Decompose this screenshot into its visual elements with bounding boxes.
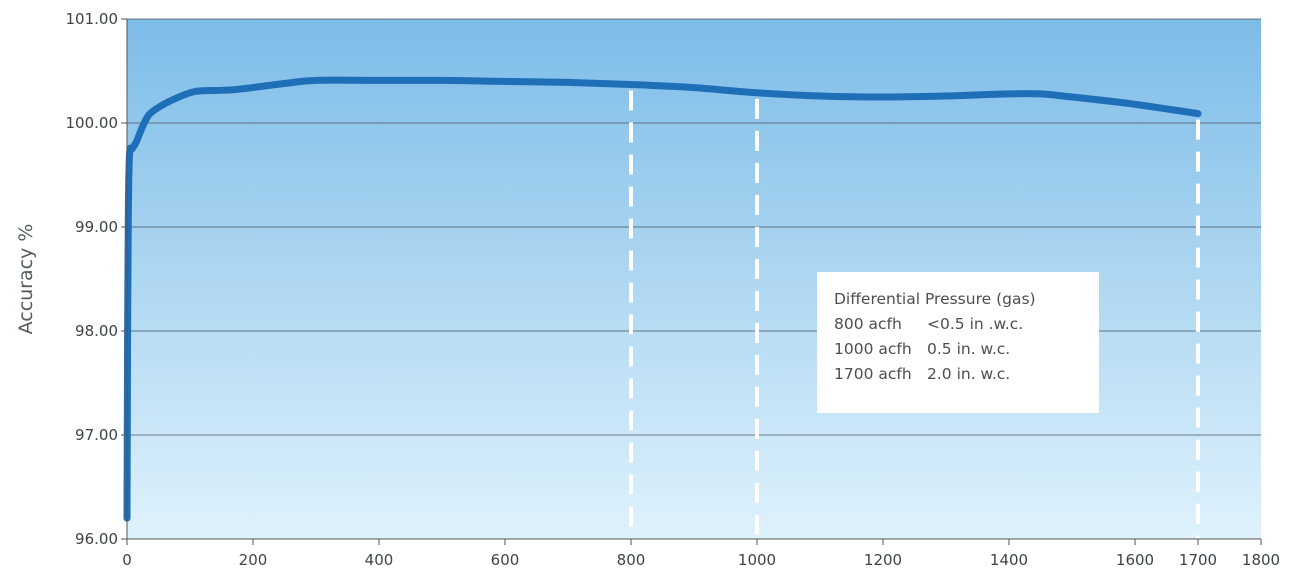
x-tick-label: 1600	[1116, 551, 1154, 569]
y-axis-ticks: 96.00 97.00 98.00 99.00 100.00 101.00	[66, 10, 127, 548]
legend-box: Differential Pressure (gas) 800 acfh <0.5…	[817, 272, 1099, 413]
legend-pressure: 2.0 in. w.c.	[927, 365, 1011, 383]
y-tick-label: 100.00	[66, 114, 119, 132]
x-tick-label: 200	[239, 551, 268, 569]
legend-rate: 1000 acfh	[834, 340, 912, 358]
series-layer	[123, 76, 1202, 522]
x-tick-label: 1200	[864, 551, 902, 569]
legend-row: 1000 acfh 0.5 in. w.c.	[834, 340, 1010, 358]
legend-row: 800 acfh <0.5 in .w.c.	[834, 315, 1023, 333]
series-line	[123, 76, 1202, 522]
legend-rate: 800 acfh	[834, 315, 902, 333]
y-tick-label: 96.00	[75, 530, 118, 548]
x-tick-label: 1000	[738, 551, 776, 569]
legend-pressure: <0.5 in .w.c.	[927, 315, 1024, 333]
reference-lines	[629, 90, 1200, 539]
legend-row: 1700 acfh 2.0 in. w.c.	[834, 365, 1010, 383]
x-tick-label: 800	[617, 551, 646, 569]
legend-title: Differential Pressure (gas)	[834, 290, 1036, 308]
y-tick-label: 98.00	[75, 322, 118, 340]
x-tick-label: 1700	[1179, 551, 1217, 569]
x-tick-label: 1800	[1242, 551, 1280, 569]
x-tick-label: 1400	[990, 551, 1028, 569]
x-tick-label: 600	[491, 551, 520, 569]
legend-rate: 1700 acfh	[834, 365, 912, 383]
y-axis-label: Accuracy %	[15, 224, 37, 335]
x-axis-ticks: 0 200 400 600 800 1000 1200 1400 1600 1700 1800	[122, 539, 1280, 569]
y-tick-label: 101.00	[66, 10, 119, 28]
x-tick-label: 0	[122, 551, 132, 569]
legend-pressure: 0.5 in. w.c.	[927, 340, 1011, 358]
x-tick-label: 400	[365, 551, 394, 569]
y-tick-label: 99.00	[75, 218, 118, 236]
y-tick-label: 97.00	[75, 426, 118, 444]
